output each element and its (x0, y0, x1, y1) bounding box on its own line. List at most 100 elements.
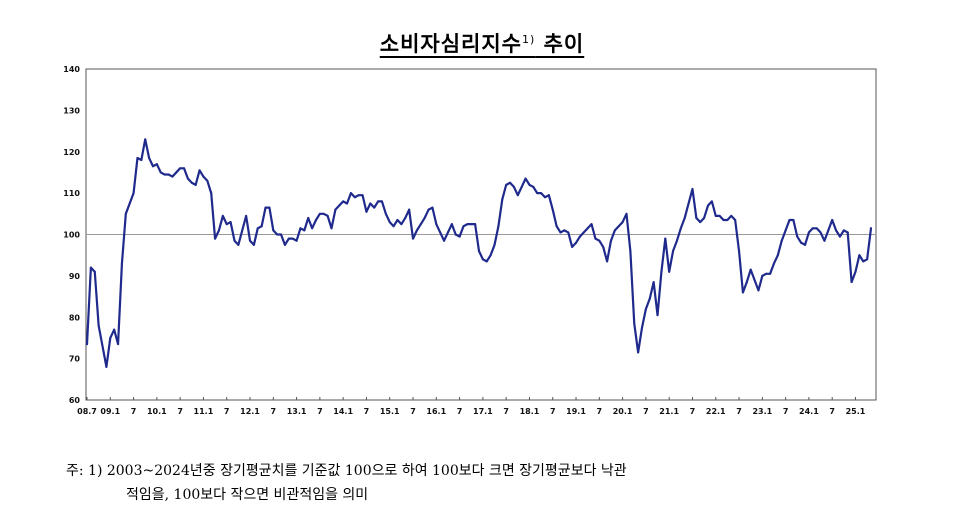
x-tick-label: 12.1 (240, 407, 260, 416)
data-point (835, 229, 838, 232)
data-point (163, 173, 166, 176)
data-point (474, 223, 477, 226)
x-tick-label: 22.1 (706, 407, 726, 416)
x-tick-label: 7 (364, 407, 370, 416)
data-point (458, 235, 461, 238)
data-point (734, 219, 737, 222)
data-point (326, 214, 329, 217)
x-tick-label: 7 (643, 407, 649, 416)
data-point (136, 156, 139, 159)
data-point (699, 221, 702, 224)
data-point (838, 235, 841, 238)
data-point (206, 179, 209, 182)
data-point (249, 239, 252, 242)
data-point (687, 202, 690, 205)
data-point (384, 212, 387, 215)
data-point (470, 223, 473, 226)
data-point (489, 254, 492, 257)
x-tick-label: 7 (410, 407, 416, 416)
data-point (357, 194, 360, 197)
data-point (101, 345, 104, 348)
data-point (823, 239, 826, 242)
data-point (229, 221, 232, 224)
y-tick-label: 60 (69, 396, 81, 405)
data-point (730, 214, 733, 217)
data-point (656, 314, 659, 317)
x-tick-label: 17.1 (473, 407, 493, 416)
data-point (159, 171, 162, 174)
data-point (466, 223, 469, 226)
x-tick-label: 7 (597, 407, 603, 416)
x-tick-label: 25.1 (846, 407, 866, 416)
data-point (648, 297, 651, 300)
data-point (179, 167, 182, 170)
data-point (703, 216, 706, 219)
data-point (567, 231, 570, 234)
chart-title: 소비자심리지수1) 추이 (0, 28, 964, 58)
data-point (633, 322, 636, 325)
data-point (625, 212, 628, 215)
data-point (637, 351, 640, 354)
data-point (225, 223, 228, 226)
data-point (745, 281, 748, 284)
data-point (629, 250, 632, 253)
data-point (283, 243, 286, 246)
data-point (412, 237, 415, 240)
data-point (862, 260, 865, 263)
x-tick-label: 20.1 (613, 407, 633, 416)
data-point (866, 258, 869, 261)
data-point (338, 204, 341, 207)
data-point (245, 214, 248, 217)
data-point (210, 192, 213, 195)
data-point (346, 202, 349, 205)
data-point (272, 229, 275, 232)
x-tick-label: 7 (271, 407, 277, 416)
data-point (303, 229, 306, 232)
data-point (264, 206, 267, 209)
data-point (415, 229, 418, 232)
data-point (827, 229, 830, 232)
data-point (776, 254, 779, 257)
data-point (543, 196, 546, 199)
data-point (505, 183, 508, 186)
data-point (144, 138, 147, 141)
data-point (287, 237, 290, 240)
y-tick-label: 120 (63, 148, 80, 157)
data-point (761, 274, 764, 277)
data-point (183, 167, 186, 170)
data-point (679, 227, 682, 230)
data-point (276, 233, 279, 236)
data-point (819, 231, 822, 234)
x-tick-label: 09.1 (100, 407, 120, 416)
data-point (392, 225, 395, 228)
data-point (124, 212, 127, 215)
data-point (194, 183, 197, 186)
series-line-consumer-sentiment (85, 138, 873, 368)
x-tick-label: 7 (177, 407, 183, 416)
x-tick-label: 13.1 (287, 407, 307, 416)
data-point (478, 250, 480, 253)
data-point (120, 262, 123, 265)
data-point (691, 187, 694, 190)
data-point (485, 260, 488, 263)
x-tick-label: 7 (503, 407, 509, 416)
data-point (334, 208, 337, 211)
y-tick-label: 140 (63, 65, 80, 74)
data-point (528, 183, 531, 186)
data-point (493, 243, 496, 246)
data-point (753, 279, 756, 282)
footnote-line-1: 주: 1) 2003~2024년중 장기평균치를 기준값 100으로 하여 10… (66, 463, 627, 479)
data-point (741, 291, 744, 294)
x-tick-label: 11.1 (194, 407, 214, 416)
data-point (772, 262, 775, 265)
data-point (342, 200, 345, 203)
data-point (788, 219, 791, 222)
y-tick-label: 80 (69, 313, 81, 322)
data-point (586, 227, 589, 230)
data-point (435, 223, 438, 226)
data-point (641, 326, 644, 329)
data-point (706, 204, 709, 207)
data-point (668, 270, 671, 273)
data-point (369, 202, 372, 205)
data-point (559, 231, 562, 234)
